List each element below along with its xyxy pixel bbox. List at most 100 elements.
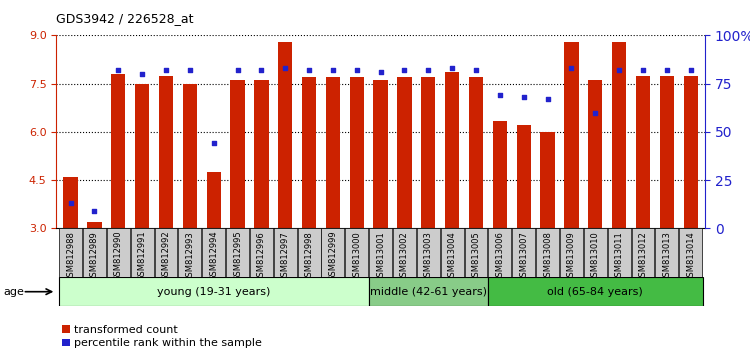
Text: GSM812990: GSM812990 [114, 231, 123, 281]
Bar [111, 74, 125, 228]
Text: GSM812997: GSM812997 [280, 231, 290, 281]
Bar [632, 228, 655, 278]
Point [446, 65, 458, 71]
Text: GSM813012: GSM813012 [638, 231, 647, 281]
Bar [441, 228, 464, 278]
Text: GSM813003: GSM813003 [424, 231, 433, 282]
Bar [564, 42, 578, 228]
Text: GSM813002: GSM813002 [400, 231, 409, 281]
Point [88, 208, 101, 214]
Bar [656, 228, 678, 278]
Bar [106, 228, 130, 278]
Bar [350, 77, 364, 228]
Bar [608, 228, 631, 278]
Bar [87, 222, 101, 228]
Point [685, 67, 697, 73]
Bar [64, 177, 78, 228]
Point [232, 67, 244, 73]
Text: GSM812992: GSM812992 [161, 231, 170, 281]
Point [112, 67, 125, 73]
Point [374, 69, 387, 75]
Text: GSM813013: GSM813013 [662, 231, 671, 282]
Text: GSM812998: GSM812998 [304, 231, 313, 281]
Text: GSM813005: GSM813005 [472, 231, 481, 281]
Bar [417, 228, 440, 278]
Text: GSM812991: GSM812991 [137, 231, 146, 281]
Bar [250, 228, 273, 278]
Text: GSM813009: GSM813009 [567, 231, 576, 281]
Bar [369, 228, 392, 278]
Bar [445, 72, 459, 228]
Text: GSM813006: GSM813006 [496, 231, 505, 282]
Bar [369, 277, 488, 306]
Bar [202, 228, 225, 278]
Bar [83, 228, 106, 278]
Bar [517, 125, 531, 228]
Point [590, 110, 602, 115]
Text: old (65-84 years): old (65-84 years) [548, 287, 644, 297]
Text: young (19-31 years): young (19-31 years) [157, 287, 270, 297]
Text: GSM813000: GSM813000 [352, 231, 362, 281]
Bar [488, 277, 703, 306]
Bar [612, 42, 626, 228]
Point [422, 67, 434, 73]
Bar [302, 77, 316, 228]
Bar [135, 84, 149, 228]
Bar [278, 42, 292, 228]
Bar [298, 228, 320, 278]
Bar [206, 172, 220, 228]
Point [279, 65, 291, 71]
Text: GSM812989: GSM812989 [90, 231, 99, 281]
Point [64, 200, 76, 206]
Text: GSM812994: GSM812994 [209, 231, 218, 281]
Point [327, 67, 339, 73]
Bar [660, 76, 674, 228]
Point [494, 92, 506, 98]
Point [566, 65, 578, 71]
Text: GSM813010: GSM813010 [591, 231, 600, 281]
Bar [254, 80, 268, 228]
Bar [58, 277, 369, 306]
Bar [588, 80, 602, 228]
Bar [422, 77, 436, 228]
Text: GSM813004: GSM813004 [448, 231, 457, 281]
Point [542, 96, 554, 102]
Bar [374, 80, 388, 228]
Text: middle (42-61 years): middle (42-61 years) [370, 287, 487, 297]
Point [518, 94, 530, 100]
Bar [154, 228, 178, 278]
Bar [178, 228, 201, 278]
Text: GSM812988: GSM812988 [66, 231, 75, 282]
Bar [159, 76, 173, 228]
Bar [59, 228, 82, 278]
Bar [560, 228, 583, 278]
Bar [488, 228, 512, 278]
Text: GSM813007: GSM813007 [519, 231, 528, 282]
Text: GSM812999: GSM812999 [328, 231, 338, 281]
Bar [636, 76, 650, 228]
Text: GSM813008: GSM813008 [543, 231, 552, 282]
Bar [230, 80, 244, 228]
Bar [464, 228, 488, 278]
Text: GSM812996: GSM812996 [256, 231, 265, 281]
Bar [326, 77, 340, 228]
Point [160, 67, 172, 73]
Text: GSM812995: GSM812995 [233, 231, 242, 281]
Bar [274, 228, 297, 278]
Point [351, 67, 363, 73]
Bar [512, 228, 535, 278]
Text: GSM813001: GSM813001 [376, 231, 386, 281]
Bar [130, 228, 154, 278]
Point [614, 67, 626, 73]
Point [470, 67, 482, 73]
Text: age: age [4, 287, 25, 297]
Point [637, 67, 649, 73]
Text: GSM812993: GSM812993 [185, 231, 194, 281]
Bar [345, 228, 368, 278]
Bar [322, 228, 344, 278]
Bar [493, 121, 507, 228]
Point [398, 67, 410, 73]
Bar [226, 228, 249, 278]
Point [661, 67, 673, 73]
Text: GSM813011: GSM813011 [615, 231, 624, 281]
